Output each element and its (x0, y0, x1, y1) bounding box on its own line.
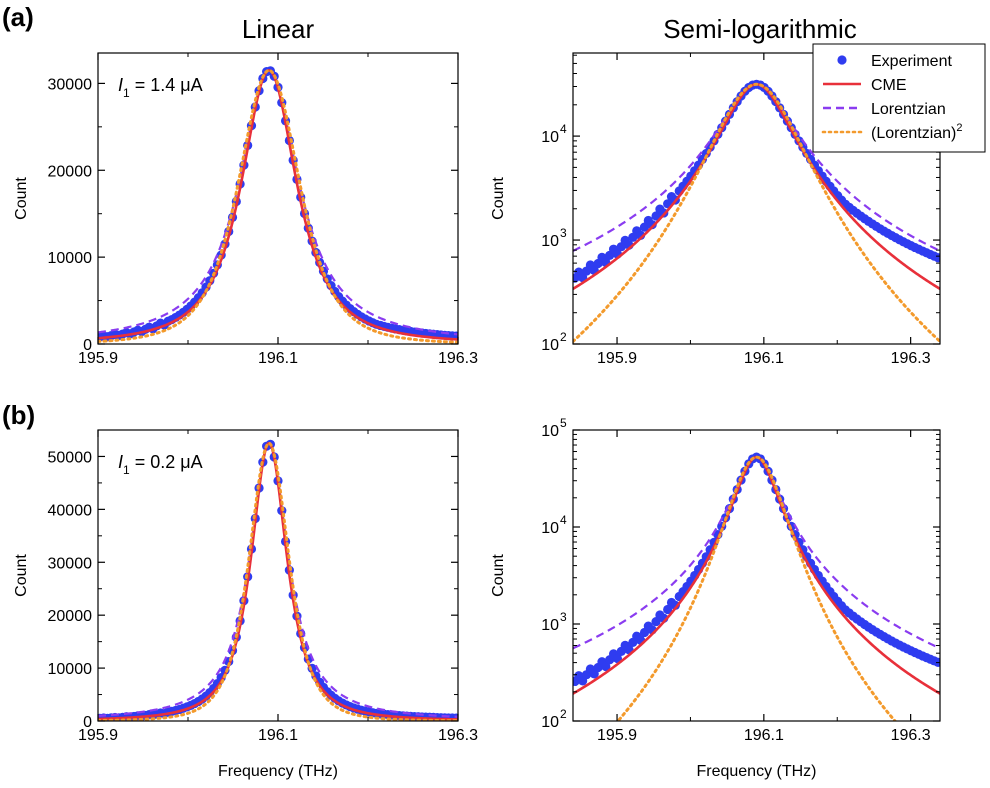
column-title-linear: Linear (242, 14, 315, 44)
y-tick-label: 10000 (48, 250, 93, 267)
current-annotation: I1 = 1.4 μA (118, 75, 203, 100)
y-axis-label: Count (490, 554, 507, 597)
y-tick-label: 10000 (48, 661, 93, 678)
y-tick-exponent: 3 (560, 610, 567, 624)
x-tick-label: 196.3 (438, 350, 478, 367)
experiment-point (601, 661, 611, 672)
y-tick-label: 50000 (48, 449, 93, 466)
y-tick-label: 10 (541, 233, 559, 250)
x-tick-label: 196.1 (258, 727, 298, 744)
y-tick-label: 0 (83, 337, 92, 354)
y-tick-exponent: 5 (560, 416, 567, 430)
x-tick-label: 195.9 (78, 727, 118, 744)
plot-area (98, 66, 458, 344)
x-tick-label: 196.1 (744, 727, 784, 744)
x-tick-label: 195.9 (597, 727, 637, 744)
x-tick-label: 195.9 (597, 350, 637, 367)
x-tick-label: 196.1 (258, 350, 298, 367)
x-axis-label: Frequency (THz) (696, 763, 816, 780)
legend-label: CME (871, 77, 907, 94)
y-tick-label: 10 (541, 337, 559, 354)
lorentzian-curve (98, 69, 458, 336)
panel-label-b: (b) (2, 400, 35, 430)
cme-curve (98, 69, 458, 341)
y-axis-label: Count (490, 177, 507, 220)
legend: Experiment CME Lorentzian (Lorentzian)2 (812, 43, 986, 153)
y-tick-label: 0 (83, 714, 92, 731)
current-annotation: I1 = 0.2 μA (118, 452, 203, 477)
y-tick-label: 20000 (48, 608, 93, 625)
y-axis-label: Count (13, 554, 30, 597)
panel-label-a: (a) (2, 2, 34, 32)
experiment-point (670, 600, 680, 610)
panel-b-linear: 195.9 196.1 196.3 0 10000 20000 30000 40000 5000… (13, 429, 478, 780)
x-tick-label: 196.3 (438, 727, 478, 744)
experiment-point (612, 653, 623, 664)
plot-frame (97, 52, 459, 345)
y-tick-exponent: 2 (560, 707, 567, 721)
experiment-point (651, 211, 661, 221)
lorentzian-curve (573, 456, 940, 650)
legend-marker-experiment (837, 55, 847, 65)
y-tick-label: 10 (541, 520, 559, 537)
plot-area (573, 79, 940, 343)
y-tick-label: 10 (541, 714, 559, 731)
x-tick-label: 196.3 (891, 727, 931, 744)
y-tick-exponent: 3 (560, 226, 567, 240)
plot-frame (572, 429, 941, 722)
y-tick-label: 20000 (48, 163, 93, 180)
y-tick-label: 10 (541, 129, 559, 146)
experiment-point (933, 253, 940, 263)
x-axis-label: Frequency (THz) (218, 763, 338, 780)
cme-curve (98, 442, 458, 721)
y-axis-label: Count (13, 177, 30, 220)
cme-curve (573, 455, 940, 695)
legend-label: Lorentzian (871, 101, 946, 118)
y-tick-exponent: 2 (560, 330, 567, 344)
experiment-point (647, 220, 657, 230)
y-tick-exponent: 4 (560, 122, 567, 136)
x-tick-label: 195.9 (78, 350, 118, 367)
plot-area (98, 439, 458, 721)
experiment-point (663, 604, 673, 615)
y-tick-exponent: 4 (560, 513, 567, 527)
legend-label: Experiment (871, 53, 952, 70)
y-tick-label: 40000 (48, 502, 93, 519)
column-title-semilog: Semi-logarithmic (663, 14, 857, 44)
y-tick-label: 10 (541, 423, 559, 440)
legend-label: (Lorentzian)2 (871, 122, 963, 142)
plot-area (573, 452, 940, 721)
x-tick-label: 196.1 (744, 350, 784, 367)
x-tick-label: 196.3 (891, 350, 931, 367)
plot-frame (572, 52, 941, 345)
panel-a-linear: 195.9 196.1 196.3 0 10000 20000 30000 Count I1 =… (13, 52, 478, 367)
y-tick-label: 30000 (48, 76, 93, 93)
y-tick-label: 10 (541, 617, 559, 634)
lorentzian-squared-curve (98, 68, 458, 344)
lorentzian-squared-curve (616, 455, 897, 721)
y-tick-label: 30000 (48, 555, 93, 572)
lorentzian-squared-curve (573, 82, 940, 343)
lorentzian-squared-curve (98, 441, 458, 721)
